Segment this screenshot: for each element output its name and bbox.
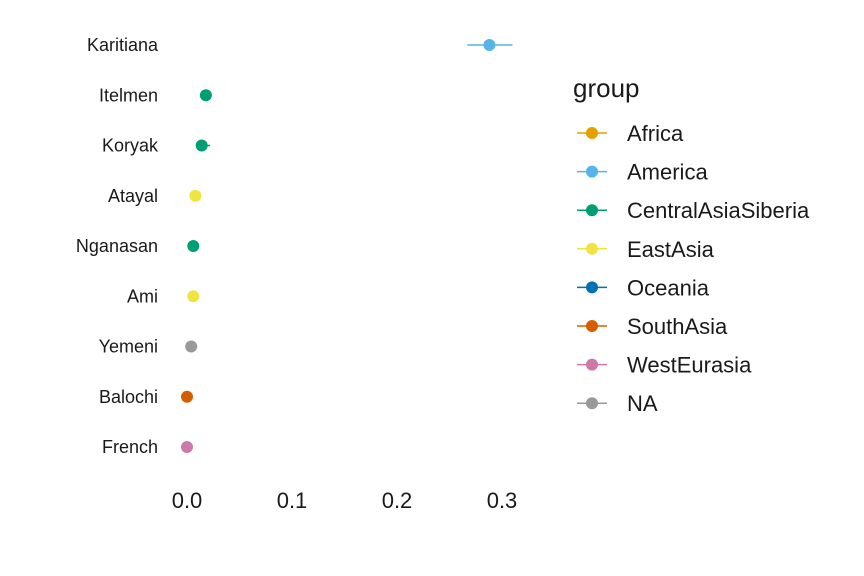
legend-key-dot: [586, 165, 598, 178]
point-ami: [187, 290, 200, 303]
x-tick-label: 0.1: [277, 488, 308, 513]
y-label-atayal: Atayal: [108, 186, 158, 206]
point-karitiana: [483, 39, 496, 51]
legend-item-africa: Africa: [577, 121, 684, 146]
legend-item-eastasia: EastAsia: [577, 237, 715, 262]
point-atayal: [189, 189, 202, 202]
legend-key-dot: [586, 127, 598, 139]
legend-item-oceania: Oceania: [577, 275, 710, 300]
point-yemeni: [185, 340, 198, 353]
legend-item-westeurasia: WestEurasia: [577, 353, 752, 378]
y-label-koryak: Koryak: [102, 136, 159, 156]
legend-item-na: NA: [577, 391, 658, 416]
legend-key-dot: [586, 242, 598, 255]
x-tick-label: 0.0: [172, 488, 203, 513]
legend-key-dot: [586, 204, 598, 217]
y-label-karitiana: Karitiana: [87, 35, 159, 55]
x-tick-label: 0.3: [487, 488, 518, 513]
plot-area: [181, 39, 513, 453]
y-label-french: French: [102, 437, 158, 457]
legend-title: group: [573, 73, 640, 103]
legend-label: WestEurasia: [627, 353, 752, 378]
legend-key-dot: [586, 358, 598, 371]
legend: group Africa America CentralAsiaSiberia East…: [573, 73, 810, 416]
legend-key-dot: [586, 281, 598, 294]
legend-key-dot: [586, 320, 598, 332]
point-koryak: [195, 139, 208, 152]
legend-label: EastAsia: [627, 237, 715, 262]
y-label-ami: Ami: [127, 286, 158, 306]
legend-label: NA: [627, 391, 658, 416]
legend-label: Oceania: [627, 275, 710, 300]
point-balochi: [181, 390, 193, 403]
y-label-nganasan: Nganasan: [76, 236, 158, 256]
legend-item-southasia: SouthAsia: [577, 314, 728, 339]
y-label-yemeni: Yemeni: [99, 337, 158, 357]
point-french: [181, 441, 193, 453]
point-itelmen: [199, 89, 212, 102]
legend-item-america: America: [577, 160, 708, 185]
point-nganasan: [187, 240, 200, 252]
legend-label: Africa: [627, 121, 684, 146]
legend-label: CentralAsiaSiberia: [627, 198, 810, 223]
legend-label: America: [627, 160, 708, 185]
y-label-itelmen: Itelmen: [99, 85, 158, 105]
x-tick-label: 0.2: [382, 488, 413, 513]
legend-label: SouthAsia: [627, 314, 728, 339]
y-label-balochi: Balochi: [99, 387, 158, 407]
legend-item-centralasiasiberia: CentralAsiaSiberia: [577, 198, 810, 223]
legend-key-dot: [586, 397, 598, 410]
x-axis-tick-labels: 0.0 0.1 0.2 0.3: [172, 488, 518, 513]
y-axis-labels: Karitiana Itelmen Koryak Atayal Nganasan Ami Y…: [76, 35, 159, 457]
